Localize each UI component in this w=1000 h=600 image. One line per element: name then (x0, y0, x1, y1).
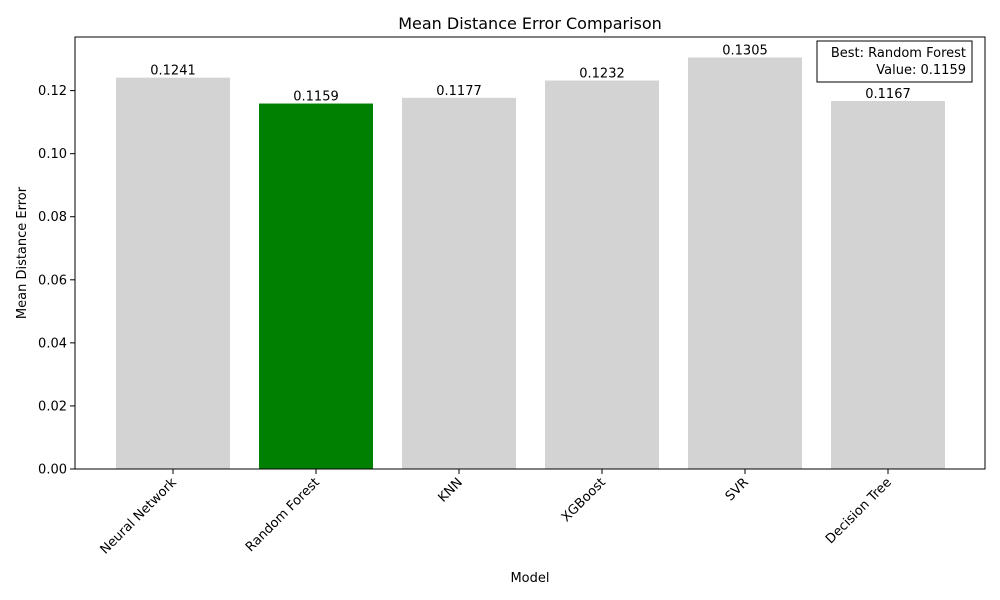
y-axis: 0.00 0.02 0.04 0.06 0.08 0.10 0.12 (38, 84, 75, 478)
y-tick-label-1: 0.02 (38, 399, 67, 414)
bar-4 (688, 57, 802, 470)
y-tick-label-0: 0.00 (38, 463, 67, 478)
y-tick-label-4: 0.08 (38, 210, 67, 225)
bar-1 (259, 103, 373, 470)
value-label-4: 0.1305 (722, 43, 768, 58)
annotation-line-value: Value: 0.1159 (876, 63, 966, 78)
bar-3 (545, 80, 659, 470)
bars-group (116, 57, 945, 470)
y-tick-label-2: 0.04 (38, 336, 67, 351)
bar-0 (116, 77, 230, 470)
y-axis-label: Mean Distance Error (15, 186, 30, 319)
value-label-5: 0.1167 (865, 87, 911, 102)
value-label-1: 0.1159 (293, 90, 339, 105)
value-label-3: 0.1232 (579, 67, 625, 82)
annotation-box (816, 40, 973, 83)
value-label-2: 0.1177 (436, 84, 482, 99)
y-tick-label-5: 0.10 (38, 147, 67, 162)
annotation-line-best: Best: Random Forest (831, 46, 966, 61)
value-labels-group: 0.1241 0.1159 0.1177 0.1232 0.1305 0.1167 (150, 43, 911, 104)
x-axis-label: Model (510, 571, 549, 586)
bar-2 (402, 97, 516, 469)
plot-frame (74, 36, 986, 470)
best-annotation: Best: Random Forest Value: 0.1159 (816, 40, 973, 83)
bar-5 (831, 101, 945, 469)
y-tick-label-6: 0.12 (38, 84, 67, 99)
chart-title: Mean Distance Error Comparison (398, 14, 662, 33)
y-tick-label-3: 0.06 (38, 273, 67, 288)
value-label-0: 0.1241 (150, 64, 196, 79)
